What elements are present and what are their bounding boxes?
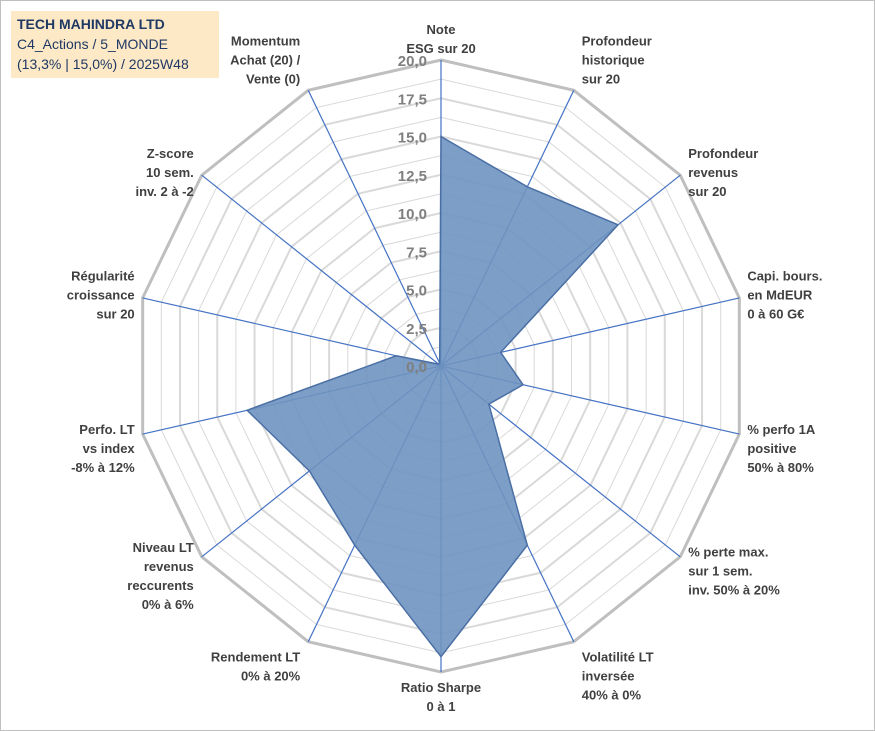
radar-axis-label-line: sur 20 <box>96 307 134 322</box>
radar-axis-label-line: Achat (20) / <box>230 52 300 67</box>
radar-axis-label: Ratio Sharpe 0 à 1 <box>401 680 481 714</box>
radar-axis-label-line: ESG sur 20 <box>406 41 475 56</box>
title-line-category: C4_Actions / 5_MONDE <box>17 36 168 52</box>
radar-axis-label-line: Capi. bours. <box>747 269 822 284</box>
radar-axis-label-line: revenus <box>688 165 738 180</box>
radar-tick-labels: 0,0 2,5 5,0 7,5 10,0 12,5 15,0 17,5 20,0 <box>398 53 427 376</box>
radar-axis-label-line: Régularité <box>71 269 135 284</box>
radar-tick-label: 17,5 <box>398 91 427 108</box>
radar-axis-label-line: Vente (0) <box>246 71 300 86</box>
radar-axis-label: Note ESG sur 20 <box>406 22 475 56</box>
radar-axis-label-line: Note <box>427 22 456 37</box>
radar-axis-label-line: 10 sem. <box>146 165 194 180</box>
radar-axis-label-line: Ratio Sharpe <box>401 680 481 695</box>
radar-axis-label: Profondeur revenus sur 20 <box>688 146 758 199</box>
radar-axis-label: Perfo. LT vs index -8% à 12% <box>71 422 135 475</box>
radar-axis-label-line: 50% à 80% <box>747 460 814 475</box>
radar-axis-label-line: 0 à 60 G€ <box>747 307 804 322</box>
title-line-stats: (13,3% | 15,0%) / 2025W48 <box>17 56 189 72</box>
radar-axis-label: % perfo 1A positive 50% à 80% <box>747 422 816 475</box>
radar-axis-label: Régularité croissance sur 20 <box>67 269 135 322</box>
radar-axis-label: Rendement LT 0% à 20% <box>211 650 301 684</box>
radar-series-area <box>245 135 620 658</box>
radar-axis-label-line: positive <box>747 441 796 456</box>
radar-axis-label: Profondeur historique sur 20 <box>582 33 652 86</box>
radar-tick-label: 5,0 <box>406 283 427 300</box>
radar-tick-label: 12,5 <box>398 168 427 185</box>
radar-axis-label-line: Volatilité LT <box>582 650 654 665</box>
radar-axis-label: % perte max. sur 1 sem. inv. 50% à 20% <box>688 545 780 598</box>
radar-axis-label-line: inversée <box>582 669 635 684</box>
radar-axis-label-line: Rendement LT <box>211 650 300 665</box>
radar-axis-label-line: inv. 50% à 20% <box>688 583 780 598</box>
radar-axis-label-line: % perfo 1A <box>747 422 816 437</box>
radar-axis-label-line: sur 1 sem. <box>688 564 752 579</box>
radar-axis-label-line: Niveau LT <box>133 540 194 555</box>
radar-spoke <box>142 297 442 367</box>
radar-tick-label: 2,5 <box>406 321 427 338</box>
radar-spoke <box>307 90 442 367</box>
radar-axis-label-line: sur 20 <box>582 71 620 86</box>
title-line-company: TECH MAHINDRA LTD <box>17 16 165 32</box>
radar-axis-labels: Note ESG sur 20 Profondeur historique sur 20… <box>67 22 823 714</box>
radar-axis-label-line: Z-score <box>147 146 194 161</box>
radar-axis-label-line: Profondeur <box>582 33 652 48</box>
radar-axis-label-line: Perfo. LT <box>79 422 134 437</box>
radar-axis-label-line: croissance <box>67 288 135 303</box>
radar-axis-label: Capi. bours. en MdEUR 0 à 60 G€ <box>747 269 822 322</box>
radar-axis-label-line: Momentum <box>231 33 300 48</box>
chart-title-box: TECH MAHINDRA LTD C4_Actions / 5_MONDE (… <box>11 11 219 78</box>
radar-axis-label-line: revenus <box>144 559 194 574</box>
radar-axis-label-line: vs index <box>83 441 136 456</box>
radar-axis-label-line: 0% à 6% <box>142 597 194 612</box>
radar-axis-label-line: reccurents <box>127 578 193 593</box>
radar-axis-label-line: -8% à 12% <box>71 460 135 475</box>
radar-axis-label-line: % perte max. <box>688 545 768 560</box>
radar-spoke <box>201 174 442 367</box>
radar-axis-label-line: Profondeur <box>688 146 758 161</box>
radar-axis-label-line: historique <box>582 52 645 67</box>
radar-tick-label: 10,0 <box>398 206 427 223</box>
radar-axis-label: Z-score 10 sem. inv. 2 à -2 <box>135 146 193 199</box>
radar-axis-label: Momentum Achat (20) / Vente (0) <box>230 33 300 86</box>
radar-series <box>245 135 620 658</box>
radar-tick-label: 7,5 <box>406 244 427 261</box>
radar-axis-label: Niveau LT revenus reccurents 0% à 6% <box>127 540 194 612</box>
radar-tick-label: 0,0 <box>406 359 427 376</box>
radar-axis-label: Volatilité LT inversée 40% à 0% <box>582 650 654 703</box>
radar-tick-label: 15,0 <box>398 130 427 147</box>
radar-axis-label-line: 0 à 1 <box>427 699 456 714</box>
radar-axis-label-line: 40% à 0% <box>582 688 642 703</box>
radar-axis-label-line: sur 20 <box>688 184 726 199</box>
radar-axis-label-line: inv. 2 à -2 <box>135 184 193 199</box>
radar-axis-label-line: 0% à 20% <box>241 669 301 684</box>
radar-axis-label-line: en MdEUR <box>747 288 813 303</box>
radar-tick-label: 20,0 <box>398 53 427 70</box>
